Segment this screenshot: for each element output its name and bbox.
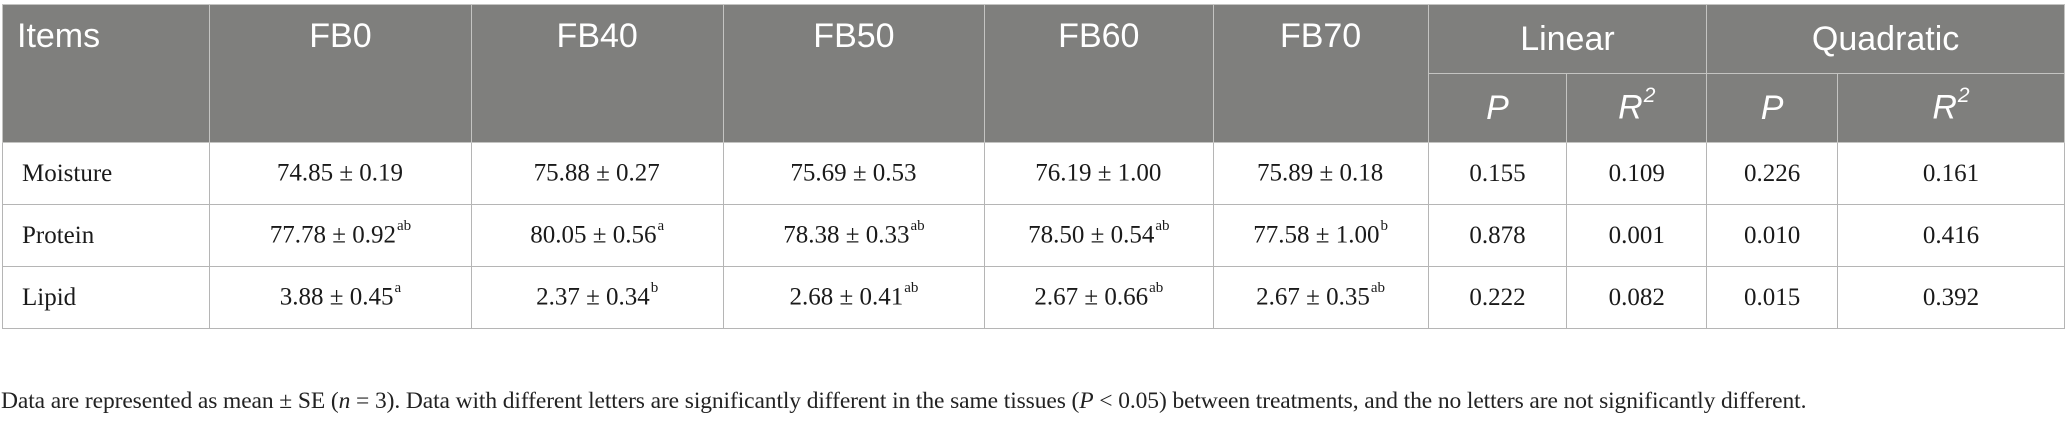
cell-linear-r2: 0.001 <box>1566 204 1708 267</box>
data-table: Items FB0 FB40 FB50 FB60 FB70 Linear Qua… <box>1 4 2066 329</box>
cell-fb60: 76.19 ± 1.00 <box>984 142 1214 205</box>
r-symbol: R <box>1618 88 1643 127</box>
footnote-part3: < 0.05) between treatments, and the no l… <box>1093 388 1807 414</box>
cell-letter: ab <box>1155 218 1170 235</box>
cell-fb70: 77.58 ± 1.00b <box>1212 204 1429 267</box>
cell-letter: a <box>394 280 402 297</box>
cell-value: 80.05 ± 0.56 <box>530 221 657 249</box>
row-label: Lipid <box>1 266 211 329</box>
cell-linear-p: 0.878 <box>1427 204 1568 267</box>
cell-letter: ab <box>396 218 412 235</box>
cell-fb50: 75.69 ± 0.53 <box>722 142 986 205</box>
cell-value: 2.37 ± 0.34 <box>536 283 650 311</box>
cell-letter: ab <box>910 218 925 235</box>
cell-value: 76.19 ± 1.00 <box>1035 159 1162 187</box>
cell-letter: a <box>657 218 665 235</box>
cell-fb40: 80.05 ± 0.56a <box>470 204 724 267</box>
table-row-lipid: Lipid 3.88 ± 0.45a 2.37 ± 0.34b 2.68 ± 0… <box>1 266 2066 329</box>
header-linear: Linear <box>1427 4 1708 74</box>
cell-quadratic-r2: 0.161 <box>1836 142 2066 205</box>
cell-fb0: 74.85 ± 0.19 <box>209 142 472 205</box>
cell-value: 75.89 ± 0.18 <box>1256 159 1384 187</box>
cell-value: 3.88 ± 0.45 <box>279 283 394 311</box>
cell-linear-r2: 0.082 <box>1566 266 1708 329</box>
cell-quadratic-p: 0.015 <box>1706 266 1838 329</box>
header-fb0: FB0 <box>209 4 472 143</box>
header-quadratic-r2: R2 <box>1836 73 2066 143</box>
cell-fb0: 3.88 ± 0.45a <box>209 266 472 329</box>
cell-value: 74.85 ± 0.19 <box>276 159 404 187</box>
cell-quadratic-r2: 0.392 <box>1836 266 2066 329</box>
table-row-protein: Protein 77.78 ± 0.92ab 80.05 ± 0.56a 78.… <box>1 204 2066 267</box>
cell-fb40: 2.37 ± 0.34b <box>470 266 724 329</box>
cell-quadratic-p: 0.010 <box>1706 204 1838 267</box>
cell-letter: ab <box>1149 280 1164 297</box>
cell-fb50: 2.68 ± 0.41ab <box>722 266 986 329</box>
cell-fb60: 2.67 ± 0.66ab <box>984 266 1214 329</box>
cell-value: 75.88 ± 0.27 <box>533 159 660 187</box>
r-exponent: 2 <box>1957 84 1970 108</box>
cell-value: 2.67 ± 0.35 <box>1256 283 1370 311</box>
header-quadratic: Quadratic <box>1706 4 2065 74</box>
row-label: Protein <box>1 204 211 267</box>
header-fb50: FB50 <box>722 4 986 143</box>
cell-fb40: 75.88 ± 0.27 <box>470 142 724 205</box>
cell-value: 75.69 ± 0.53 <box>790 159 917 187</box>
cell-quadratic-p: 0.226 <box>1706 142 1838 205</box>
cell-linear-p: 0.222 <box>1427 266 1568 329</box>
cell-linear-r2: 0.109 <box>1566 142 1708 205</box>
cell-linear-p: 0.155 <box>1427 142 1568 205</box>
header-linear-p: P <box>1427 73 1568 143</box>
cell-value: 2.67 ± 0.66 <box>1034 283 1149 311</box>
cell-value: 77.78 ± 0.92 <box>269 221 396 249</box>
cell-value: 78.50 ± 0.54 <box>1028 221 1155 249</box>
header-fb70: FB70 <box>1212 4 1429 143</box>
footnote-p-symbol: P <box>1079 388 1094 414</box>
footnote-part1: Data are represented as mean ± SE ( <box>1 388 339 414</box>
cell-fb0: 77.78 ± 0.92ab <box>209 204 472 267</box>
table-row-moisture: Moisture 74.85 ± 0.19 75.88 ± 0.27 75.69… <box>1 142 2066 205</box>
footnote-n-symbol: n <box>338 388 351 414</box>
r-symbol: R <box>1932 88 1957 127</box>
row-label: Moisture <box>1 142 211 205</box>
cell-value: 78.38 ± 0.33 <box>783 221 910 249</box>
cell-fb70: 75.89 ± 0.18 <box>1212 142 1429 205</box>
cell-letter: ab <box>904 280 919 297</box>
cell-letter: b <box>1380 218 1388 235</box>
cell-value: 2.68 ± 0.41 <box>789 283 904 311</box>
cell-letter: b <box>650 280 659 297</box>
header-items: Items <box>1 4 211 143</box>
table-footnote: Data are represented as mean ± SE (n = 3… <box>1 388 2067 415</box>
cell-value: 77.58 ± 1.00 <box>1253 221 1380 249</box>
header-linear-r2: R2 <box>1566 73 1708 143</box>
cell-quadratic-r2: 0.416 <box>1836 204 2066 267</box>
header-fb40: FB40 <box>470 4 724 143</box>
r-exponent: 2 <box>1643 84 1656 108</box>
cell-letter: ab <box>1370 280 1386 297</box>
header-quadratic-p: P <box>1706 73 1838 143</box>
footnote-part2: = 3). Data with different letters are si… <box>350 388 1080 414</box>
cell-fb70: 2.67 ± 0.35ab <box>1212 266 1429 329</box>
cell-fb50: 78.38 ± 0.33ab <box>722 204 986 267</box>
header-fb60: FB60 <box>984 4 1214 143</box>
cell-fb60: 78.50 ± 0.54ab <box>984 204 1214 267</box>
